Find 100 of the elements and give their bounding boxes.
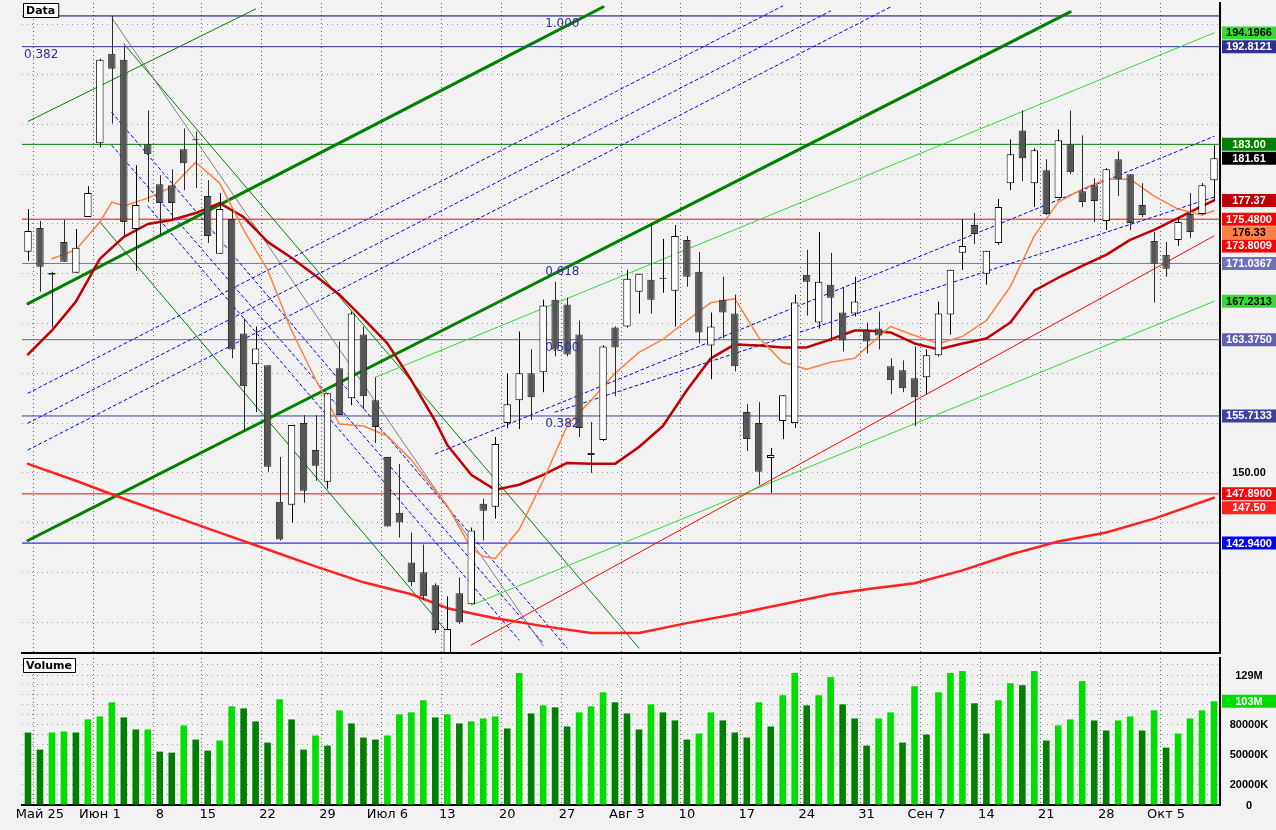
bar [324,745,331,805]
bar [1007,683,1014,805]
x-tick-label: 20 [498,806,516,822]
x-tick-label: 28 [1097,806,1115,822]
candlestick [779,394,787,440]
bar [348,723,355,805]
candlestick [419,544,428,601]
bar [360,737,367,805]
bar [827,677,834,805]
bar [995,700,1002,805]
ref-line-label: 142.9400 [1226,536,1272,549]
bar [1078,681,1086,805]
bar [120,717,128,805]
bar [479,718,487,805]
candlestick [72,228,80,274]
bar [695,733,703,805]
bar [971,703,978,805]
bar [1102,730,1110,805]
x-tick-label: Сен 7 [907,806,946,822]
bar [623,713,631,805]
ref-line-label: 147.8900 [1226,487,1272,500]
bar [36,749,44,805]
x-tick-label: 29 [319,806,336,822]
bar [216,740,223,805]
candlestick [24,208,32,262]
bar [228,706,235,805]
bar [288,719,295,805]
bar [144,729,152,805]
candlestick [1138,182,1146,218]
ref-line-label: 155.7133 [1226,409,1272,422]
bar [911,686,918,805]
bar [959,671,966,805]
candlestick [1162,241,1170,278]
candlestick [707,312,715,380]
candlestick [527,348,535,421]
bar [1042,740,1050,805]
bar [899,742,906,805]
bar [1174,733,1182,805]
y-tick-label: 103M [1235,694,1263,707]
x-tick-label: 8 [155,806,164,822]
bar [384,735,391,805]
y-tick-label: 129M [1235,668,1263,681]
bar [551,707,559,805]
ref-line-label: 163.3750 [1226,333,1272,346]
bar [132,729,140,805]
ref-line-label: 183.00 [1232,137,1266,150]
candlestick [647,222,655,315]
candlestick [1114,150,1122,197]
y-tick-label: 181.61 [1232,151,1266,164]
x-tick-label: Июл 6 [366,806,409,822]
candlestick [251,326,260,413]
bar [1031,671,1038,805]
candlestick [311,414,320,482]
bar [264,742,271,805]
bar [312,735,319,805]
bar [491,716,499,805]
bar [1162,747,1170,805]
bar [72,732,80,805]
bar [336,710,343,805]
candlestick [1210,144,1218,202]
candlestick [479,498,487,542]
bar [84,719,92,805]
bar [683,739,691,805]
bar [563,726,571,805]
x-tick-label: 10 [678,806,696,822]
bar [372,739,379,805]
bar [803,705,810,805]
bar [1114,720,1122,805]
annotation: 0.500 [545,339,580,354]
candlestick [132,164,140,272]
bar [815,695,822,805]
bar [587,706,595,805]
bar [240,708,247,805]
data-label: 176.33 [1232,226,1266,239]
bar [1138,730,1146,805]
bar [1019,685,1026,805]
bar [635,729,643,805]
chart-title: Volume [26,658,72,672]
data-label: 167.2313 [1226,294,1272,307]
bar [1186,718,1194,805]
bar [599,692,607,805]
ref-line-label: 171.0367 [1226,256,1272,269]
bar [1054,725,1062,805]
bar [455,723,463,805]
bar [1090,720,1098,805]
bar [611,702,619,805]
x-tick-label: 14 [978,806,995,822]
bar [863,745,870,805]
candlestick [898,359,907,393]
x-tick-label: Окт 5 [1147,806,1186,822]
candlestick [982,250,991,286]
candlestick [970,212,979,245]
candlestick [611,326,619,397]
candlestick [84,185,92,218]
annotation: 0.382 [24,46,59,61]
bar [96,716,104,805]
bar [1150,710,1158,805]
bar [671,720,679,805]
x-tick-label: 15 [199,806,216,822]
candlestick [1078,134,1086,208]
